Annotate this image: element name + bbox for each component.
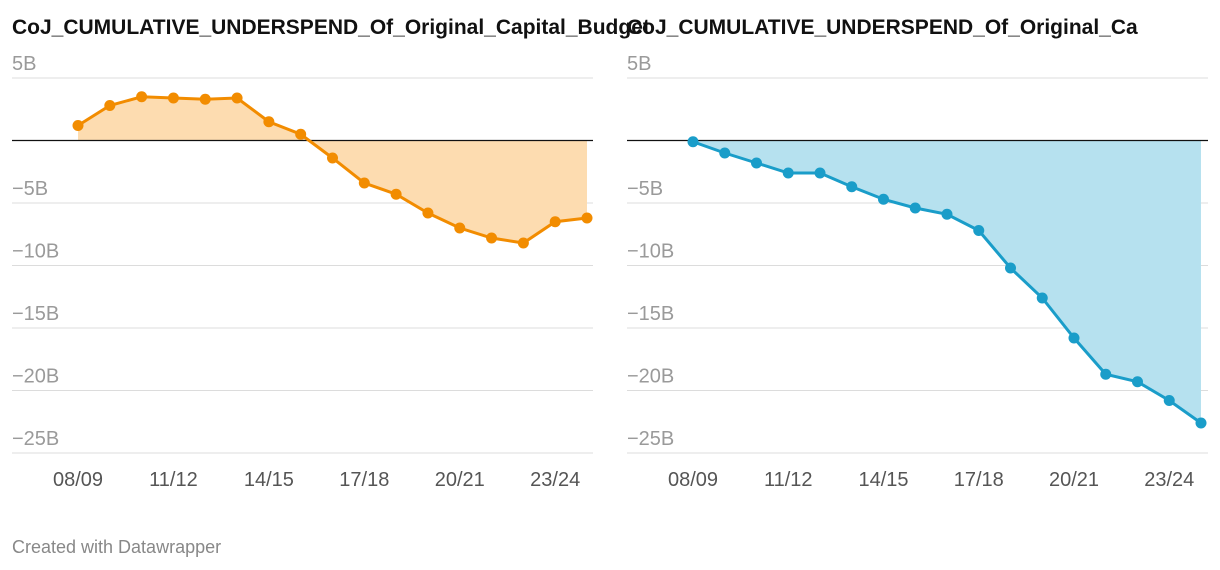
point: [751, 157, 762, 169]
point: [1100, 368, 1112, 380]
point: [422, 207, 434, 219]
point: [1036, 292, 1048, 304]
point: [1005, 262, 1016, 274]
area: [78, 96, 587, 243]
y-tick-label: −10B: [627, 241, 674, 263]
point: [909, 202, 921, 214]
y-tick-label: −5B: [627, 178, 663, 200]
point: [390, 188, 402, 200]
point: [167, 92, 179, 104]
area: [693, 140, 1201, 423]
point: [782, 167, 794, 179]
point: [1163, 395, 1175, 406]
point: [941, 208, 953, 220]
x-tick-label: 11/12: [149, 469, 198, 491]
y-tick-label: 5B: [12, 53, 36, 75]
point: [878, 193, 889, 205]
x-tick-label: 20/21: [1049, 469, 1099, 491]
y-tick-label: −10B: [12, 241, 59, 263]
x-tick-label: 20/21: [435, 469, 485, 491]
point: [327, 152, 338, 164]
x-tick-label: 14/15: [244, 469, 294, 491]
point: [687, 136, 699, 148]
point: [1195, 417, 1207, 429]
point: [549, 216, 561, 228]
y-tick-label: −15B: [12, 303, 59, 325]
point: [358, 177, 370, 189]
x-tick-label: 23/24: [1144, 469, 1194, 491]
x-tick-label: 17/18: [954, 469, 1004, 491]
y-tick-label: −20B: [627, 366, 674, 388]
x-tick-label: 08/09: [668, 469, 718, 491]
x-tick-label: 23/24: [530, 469, 580, 491]
point: [1132, 376, 1143, 388]
point: [517, 237, 529, 249]
y-tick-label: −15B: [627, 303, 674, 325]
point: [231, 92, 243, 104]
point: [104, 100, 116, 111]
y-tick-label: −25B: [12, 428, 59, 450]
point: [454, 222, 466, 234]
point: [72, 120, 84, 131]
y-tick-label: −25B: [627, 428, 674, 450]
x-tick-label: 08/09: [53, 469, 103, 491]
x-tick-label: 17/18: [339, 469, 389, 491]
point: [814, 167, 826, 179]
y-tick-label: 5B: [627, 53, 651, 75]
point: [719, 147, 731, 159]
point: [199, 93, 211, 105]
point: [136, 91, 148, 103]
x-tick-label: 14/15: [858, 469, 908, 491]
chart-title: CoJ_CUMULATIVE_UNDERSPEND_Of_Original_Ca: [627, 16, 1138, 39]
point: [973, 225, 985, 236]
point: [581, 212, 593, 224]
footer: Created with Datawrapper: [12, 537, 221, 557]
y-tick-label: −5B: [12, 178, 48, 200]
point: [263, 116, 275, 128]
y-tick-label: −20B: [12, 366, 59, 388]
point: [1068, 332, 1080, 344]
point: [486, 232, 498, 244]
x-tick-label: 11/12: [764, 469, 813, 491]
point: [295, 128, 307, 140]
point: [846, 181, 858, 193]
chart-title: CoJ_CUMULATIVE_UNDERSPEND_Of_Original_Ca…: [12, 16, 650, 39]
